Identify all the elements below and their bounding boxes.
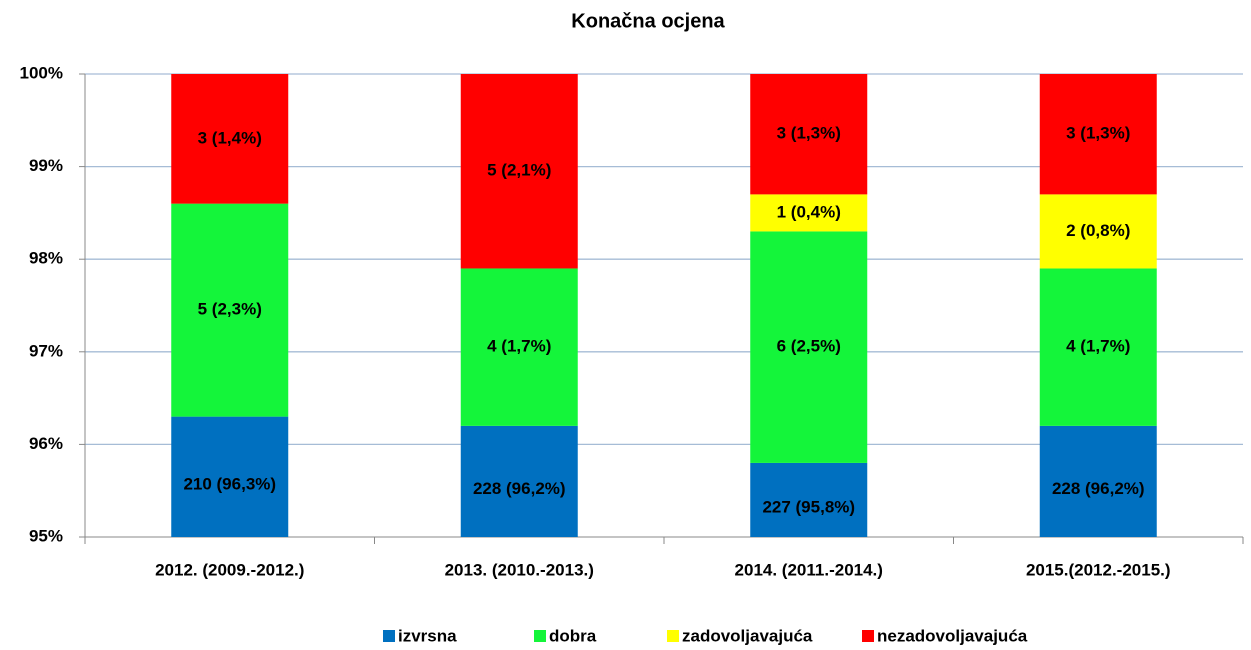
bar-segment [171, 203, 289, 417]
x-tick-label: 2014. (2011.-2014.) [735, 560, 883, 579]
bar-segment [750, 462, 868, 537]
bar-segment [1039, 194, 1157, 269]
legend-label: izvrsna [398, 626, 457, 645]
data-label: 227 (95,8%) [762, 497, 855, 516]
bar-segment [1039, 425, 1157, 537]
data-label: 228 (96,2%) [473, 479, 566, 498]
bar-segment [171, 416, 289, 537]
data-label: 5 (2,1%) [487, 161, 551, 180]
x-tick-label: 2012. (2009.-2012.) [155, 560, 304, 579]
legend-swatch [383, 630, 395, 642]
y-tick-label: 99% [29, 156, 63, 175]
data-label: 228 (96,2%) [1052, 479, 1145, 498]
bar-segment [1039, 74, 1157, 195]
bar-segment [750, 194, 868, 232]
data-label: 3 (1,3%) [777, 124, 841, 143]
bar-segment [460, 74, 578, 269]
legend-label: dobra [549, 626, 597, 645]
legend-swatch [862, 630, 874, 642]
y-tick-label: 96% [29, 434, 63, 453]
legend-swatch [534, 630, 546, 642]
legend-label: zadovoljavajuća [682, 626, 813, 645]
data-label: 5 (2,3%) [198, 300, 262, 319]
data-label: 2 (0,8%) [1066, 221, 1130, 240]
y-tick-label: 100% [20, 63, 63, 82]
x-tick-label: 2015.(2012.-2015.) [1026, 560, 1171, 579]
y-tick-label: 97% [29, 341, 63, 360]
bar-segment [460, 425, 578, 537]
chart-title: Konačna ocjena [571, 10, 725, 32]
x-tick-label: 2013. (2010.-2013.) [445, 560, 594, 579]
y-tick-label: 98% [29, 249, 63, 268]
data-label: 4 (1,7%) [487, 337, 551, 356]
data-label: 210 (96,3%) [183, 474, 276, 493]
legend-swatch [667, 630, 679, 642]
bar-segment [171, 74, 289, 204]
data-label: 1 (0,4%) [777, 202, 841, 221]
bar-segment [750, 74, 868, 195]
y-tick-label: 95% [29, 526, 63, 545]
data-label: 3 (1,4%) [198, 128, 262, 147]
data-label: 6 (2,5%) [777, 337, 841, 356]
data-label: 4 (1,7%) [1066, 337, 1130, 356]
bar-segment [750, 231, 868, 463]
data-label: 3 (1,3%) [1066, 124, 1130, 143]
bar-segment [1039, 268, 1157, 426]
bar-segment [460, 268, 578, 426]
legend-label: nezadovoljavajuća [877, 626, 1028, 645]
